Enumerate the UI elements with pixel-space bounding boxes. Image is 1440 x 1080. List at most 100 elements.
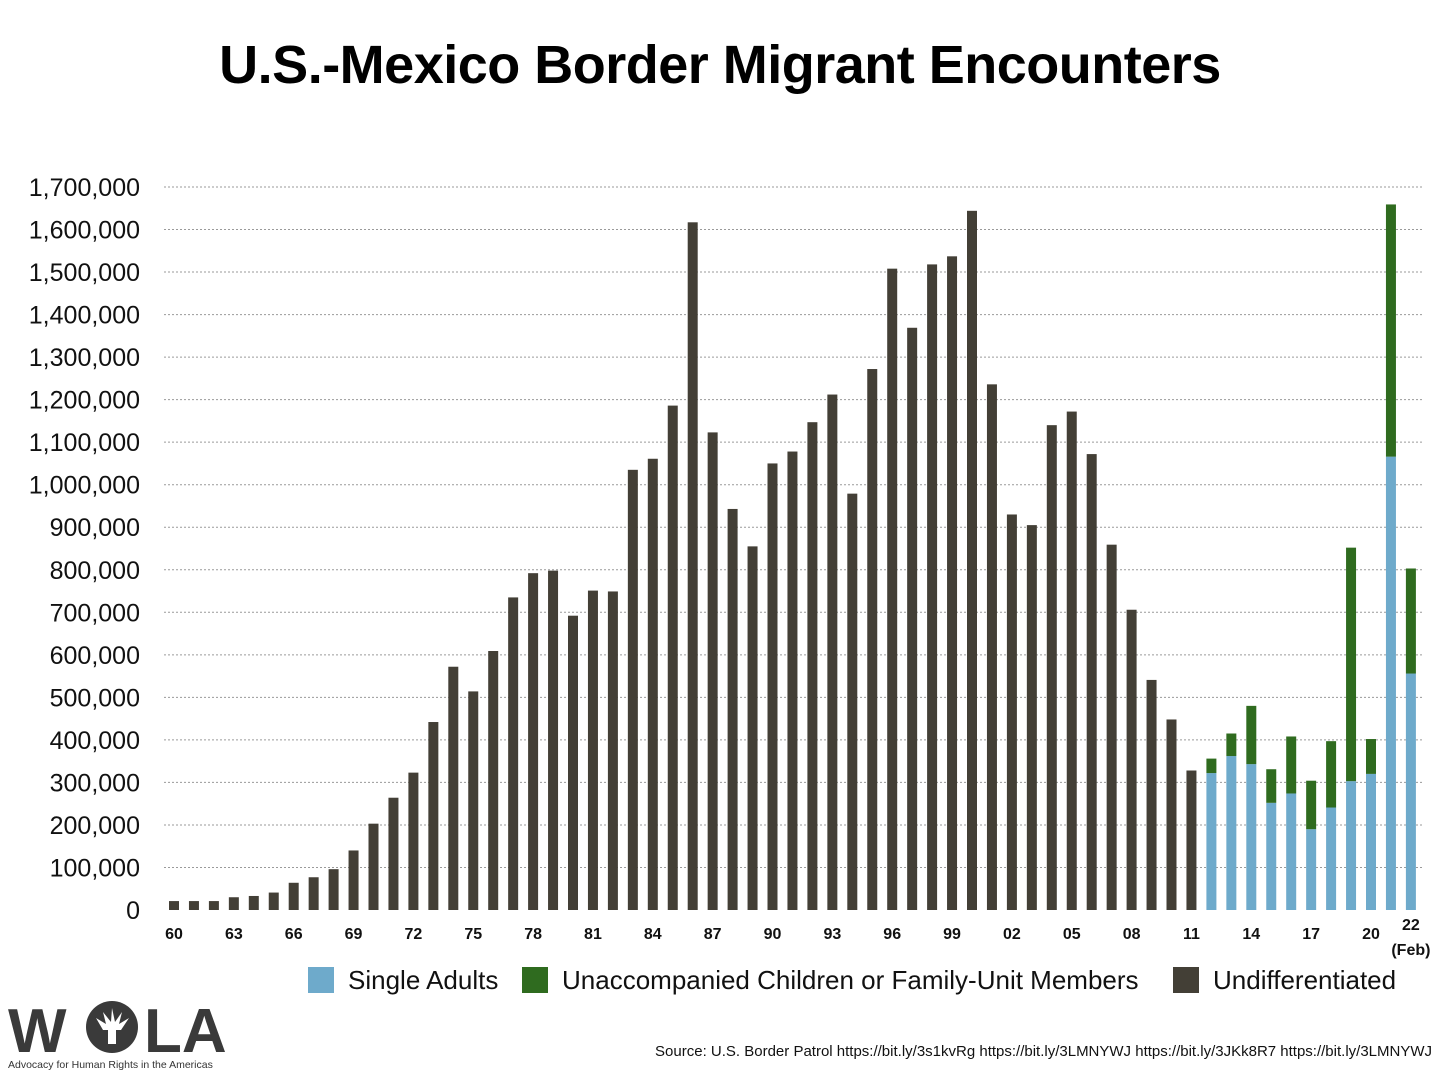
bar-95-series-2 <box>867 369 878 910</box>
bar-15-series-1 <box>1266 769 1277 803</box>
y-tick-label: 100,000 <box>50 854 140 882</box>
bar-06-series-2 <box>1086 454 1097 910</box>
legend-swatch <box>1173 967 1199 993</box>
legend-label: Undifferentiated <box>1213 965 1396 995</box>
bar-09-series-2 <box>1146 679 1157 910</box>
logo-letter-w: W <box>8 997 67 1066</box>
bar-series <box>169 204 1416 911</box>
bar-02-series-2 <box>1006 514 1017 910</box>
bar-16-series-0 <box>1286 793 1297 910</box>
bar-67-series-2 <box>308 877 319 910</box>
bar-83-series-2 <box>627 469 638 910</box>
bar-81-series-2 <box>587 590 598 910</box>
wola-logo: W LA <box>8 997 227 1066</box>
x-tick-label: 05 <box>1063 926 1081 943</box>
bar-00-series-2 <box>967 210 977 910</box>
y-tick-label: 900,000 <box>50 514 140 542</box>
bar-16-series-1 <box>1286 736 1297 794</box>
bar-71-series-2 <box>388 797 399 910</box>
bar-80-series-2 <box>568 615 578 910</box>
y-tick-label: 1,400,000 <box>29 302 140 330</box>
bar-17-series-1 <box>1306 780 1317 830</box>
bar-63-series-2 <box>228 897 239 910</box>
source-note: Source: U.S. Border Patrol https://bit.l… <box>655 1043 1432 1060</box>
y-tick-label: 0 <box>126 897 140 925</box>
x-tick-label: 96 <box>883 926 901 943</box>
x-tick-label: 20 <box>1362 926 1380 943</box>
bar-18-series-0 <box>1326 807 1337 910</box>
y-tick-label: 500,000 <box>50 684 140 712</box>
y-tick-label: 1,000,000 <box>29 472 140 500</box>
x-tick-label: 60 <box>165 926 183 943</box>
bar-85-series-2 <box>667 405 678 910</box>
bar-22-series-0 <box>1405 673 1416 910</box>
bar-79-series-2 <box>548 570 559 910</box>
bar-19-series-1 <box>1346 547 1357 782</box>
x-axis-ticks: 60 63 66 69 72 75 78 81 84 87 90 93 96 99 02 05 08 11 14 17… <box>165 917 1430 959</box>
bar-61-series-2 <box>188 901 199 910</box>
logo-tagline: Advocacy for Human Rights in the America… <box>8 1059 213 1071</box>
bar-05-series-2 <box>1066 411 1077 910</box>
y-tick-label: 1,700,000 <box>29 174 140 202</box>
y-tick-label: 1,600,000 <box>29 217 140 245</box>
bar-07-series-2 <box>1106 544 1117 910</box>
bar-19-series-0 <box>1346 781 1357 910</box>
bar-13-series-0 <box>1226 756 1237 910</box>
y-tick-label: 1,300,000 <box>29 344 140 372</box>
bar-11-series-2 <box>1186 770 1197 910</box>
logo-letters-la: LA <box>144 997 227 1066</box>
y-tick-label: 700,000 <box>50 599 140 627</box>
legend: Single Adults Unaccompanied Children or F… <box>308 965 1396 995</box>
bar-14-series-0 <box>1246 764 1257 910</box>
bar-76-series-2 <box>488 651 499 910</box>
chart-title: U.S.-Mexico Border Migrant Encounters <box>219 35 1221 95</box>
bar-21-series-1 <box>1385 204 1396 457</box>
bar-78-series-2 <box>528 573 539 910</box>
x-tick-label: 81 <box>584 926 602 943</box>
bar-08-series-2 <box>1126 609 1137 910</box>
legend-label: Unaccompanied Children or Family-Unit Me… <box>562 965 1139 995</box>
x-tick-sublabel: (Feb) <box>1391 942 1430 959</box>
x-tick-label: 11 <box>1183 926 1200 943</box>
bar-84-series-2 <box>647 458 658 910</box>
bar-66-series-2 <box>288 882 299 910</box>
x-tick-label: 78 <box>524 926 542 943</box>
bar-04-series-2 <box>1046 425 1057 910</box>
y-tick-label: 1,100,000 <box>29 429 140 457</box>
x-tick-label: 72 <box>405 926 423 943</box>
bar-90-series-2 <box>767 463 778 910</box>
bar-72-series-2 <box>408 772 419 910</box>
x-tick-label: 17 <box>1302 926 1320 943</box>
y-tick-label: 300,000 <box>50 769 140 797</box>
x-tick-label: 87 <box>704 926 722 943</box>
bar-68-series-2 <box>328 869 339 910</box>
bar-74-series-2 <box>448 666 459 910</box>
bar-chart: 0 100,000 200,000 300,000 400,000 500,000 600,… <box>29 174 1431 995</box>
x-tick-label: 99 <box>943 926 961 943</box>
bar-73-series-2 <box>428 722 439 910</box>
bar-15-series-0 <box>1266 802 1277 910</box>
bar-20-series-1 <box>1366 739 1376 774</box>
x-tick-label: 69 <box>345 926 363 943</box>
legend-swatch <box>308 967 334 993</box>
x-tick-label: 90 <box>764 926 782 943</box>
bar-96-series-2 <box>887 268 898 910</box>
x-tick-label: 14 <box>1242 926 1260 943</box>
y-axis-ticks: 0 100,000 200,000 300,000 400,000 500,000 600,… <box>29 174 140 925</box>
bar-13-series-1 <box>1226 733 1237 757</box>
bar-22-series-1 <box>1405 568 1416 674</box>
bar-93-series-2 <box>827 394 838 910</box>
bar-62-series-2 <box>208 901 219 910</box>
bar-64-series-2 <box>248 895 259 910</box>
bar-87-series-2 <box>707 432 718 910</box>
x-tick-label: 75 <box>464 926 482 943</box>
bar-20-series-0 <box>1366 773 1376 910</box>
x-tick-label: 66 <box>285 926 303 943</box>
bar-65-series-2 <box>268 892 279 910</box>
y-tick-label: 600,000 <box>50 642 140 670</box>
bar-01-series-2 <box>986 384 997 911</box>
eagle-icon <box>86 1001 138 1053</box>
bar-97-series-2 <box>907 327 918 910</box>
bar-60-series-2 <box>169 901 179 910</box>
bar-17-series-0 <box>1306 829 1317 910</box>
